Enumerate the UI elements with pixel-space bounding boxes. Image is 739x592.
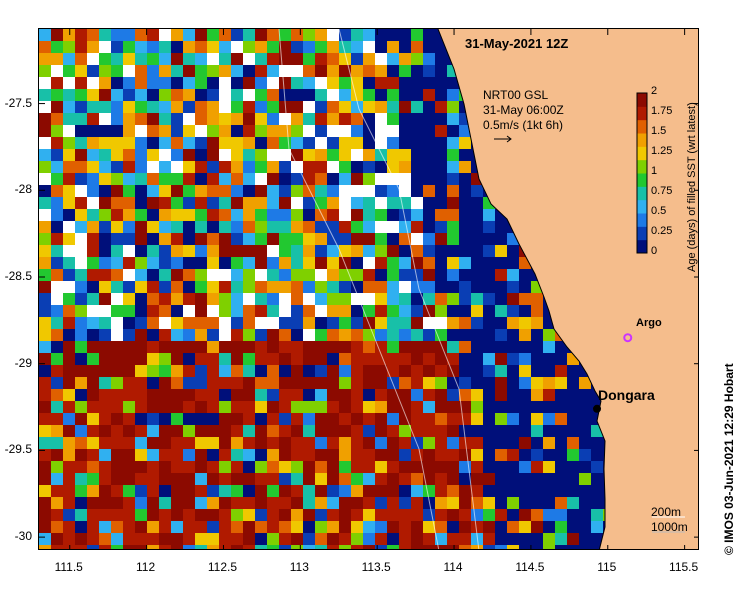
colorbar-frame [636, 92, 648, 254]
colorbar-tick-label: 0.25 [651, 225, 673, 237]
station-marker-icon[interactable] [593, 404, 602, 413]
y-tick-label: -29.5 [4, 442, 32, 457]
scale-arrow-head-icon [506, 135, 512, 143]
y-tick-label: -28 [14, 182, 32, 197]
colorbar-tick-label: 1.5 [651, 125, 667, 137]
colorbar-swatch [637, 106, 647, 121]
x-tick-label: 113 [289, 560, 309, 574]
colorbar-swatch [637, 159, 647, 174]
colorbar-swatch [637, 213, 647, 227]
current-source-label: NRT00 GSL [483, 88, 549, 102]
colorbar-tick-label: 1.75 [651, 105, 673, 117]
colorbar-tick-label: 0.75 [651, 185, 673, 197]
colorbar-title: Age (days) of filled SST (wrt latest) [686, 102, 698, 272]
x-tick-label: 113.5 [361, 560, 391, 574]
isobath-1000m-label: 1000m [651, 520, 688, 534]
colorbar-swatch [637, 133, 647, 147]
argo-marker-icon[interactable] [623, 333, 633, 343]
y-tick-label: -29 [14, 355, 32, 370]
colorbar-swatch [637, 93, 647, 107]
colorbar-tick-label: 0.5 [651, 205, 667, 217]
x-tick-label: 114.5 [515, 560, 545, 574]
colorbar-swatch [637, 226, 647, 241]
colorbar-tick-label: 1 [651, 165, 658, 177]
colorbar-swatch [637, 173, 647, 187]
colorbar-tick-label: 1.25 [651, 145, 673, 157]
x-tick-label: 115 [597, 560, 617, 574]
x-tick-label: 112.5 [207, 560, 238, 574]
y-tick-label: -30 [14, 529, 32, 544]
x-tick-label: 115.5 [669, 560, 699, 574]
coastline [437, 29, 606, 549]
colorbar-tick-label: 0 [651, 245, 658, 257]
y-tick-label: -27.5 [4, 95, 32, 110]
map-title: 31-May-2021 12Z [465, 36, 569, 51]
station-label-dongara: Dongara [598, 387, 655, 403]
x-tick-label: 114 [443, 560, 463, 574]
y-tick-label: -28.5 [4, 268, 32, 283]
colorbar-tick-label: 2 [651, 85, 658, 97]
colorbar-swatch [637, 119, 647, 134]
sst-age-map[interactable] [39, 29, 699, 550]
isobath-line [278, 29, 440, 549]
x-tick-label: 112 [136, 560, 156, 574]
isobath-200m-label: 200m [651, 505, 682, 519]
colorbar-swatch [637, 199, 647, 214]
current-time-label: 31-May 06:00Z [483, 103, 564, 117]
colorbar-swatch [637, 239, 647, 254]
x-tick-label: 111.5 [54, 560, 83, 574]
credit-text: © IMOS 03-Jun-2021 12:29 Hobart [722, 363, 736, 555]
argo-label: Argo [636, 317, 662, 329]
current-scale-label: 0.5m/s (1kt 6h) [483, 118, 564, 132]
map-panel[interactable] [38, 28, 699, 550]
colorbar-swatch [637, 146, 647, 161]
colorbar-swatch [637, 186, 647, 201]
isobath-line [338, 29, 480, 549]
